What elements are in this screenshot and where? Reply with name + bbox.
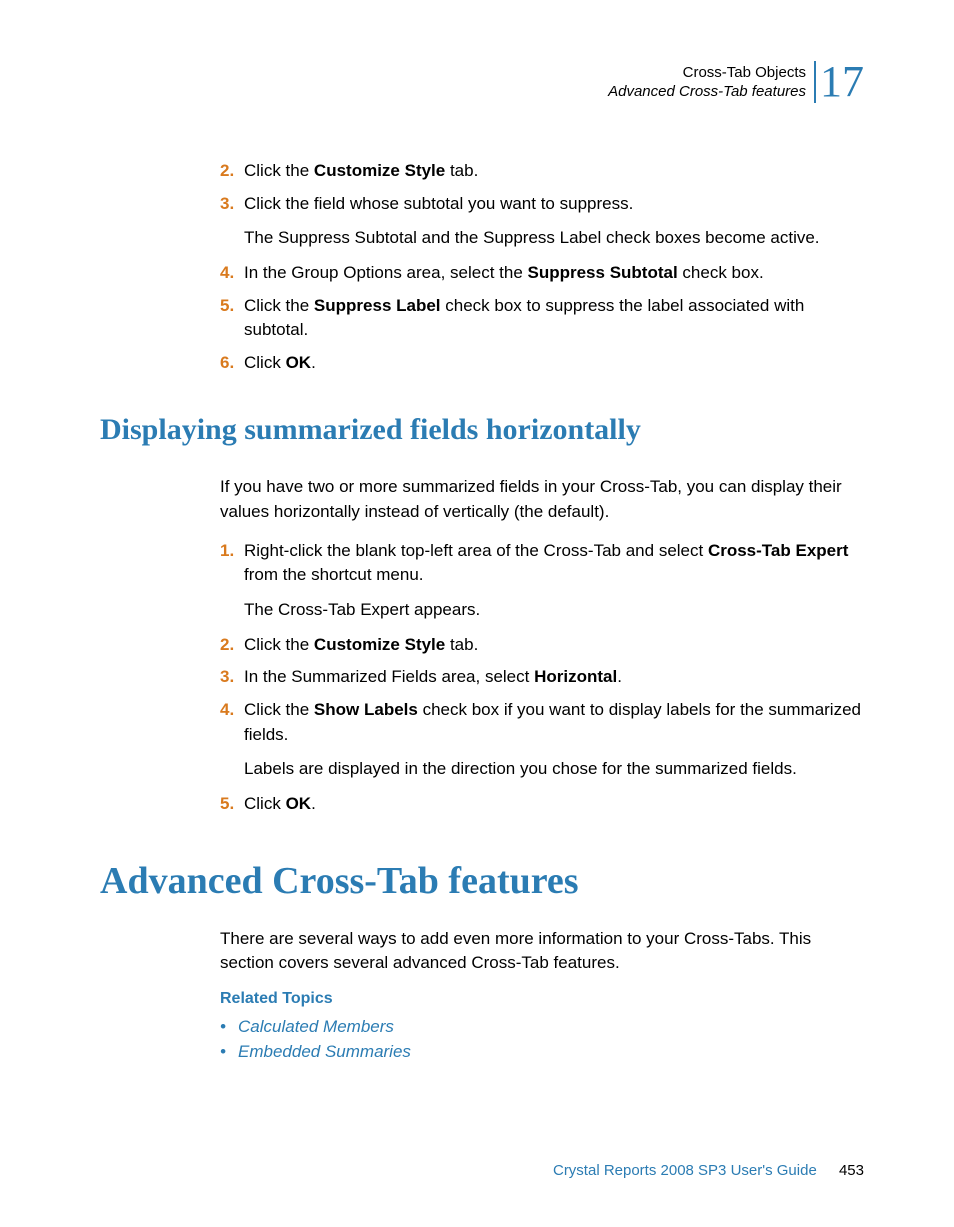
step-text: Click OK. (244, 351, 864, 376)
related-link-item: • Embedded Summaries (220, 1039, 864, 1065)
step-result: The Suppress Subtotal and the Suppress L… (244, 226, 864, 251)
related-link[interactable]: Embedded Summaries (238, 1039, 411, 1065)
step-result: Labels are displayed in the direction yo… (244, 757, 864, 782)
page-footer: Crystal Reports 2008 SP3 User's Guide 45… (553, 1162, 864, 1179)
step-item: 3. Click the field whose subtotal you wa… (220, 192, 864, 217)
step-text: In the Group Options area, select the Su… (244, 261, 864, 286)
footer-title: Crystal Reports 2008 SP3 User's Guide (553, 1162, 817, 1179)
step-text: Click the Customize Style tab. (244, 159, 864, 184)
intro-paragraph: There are several ways to add even more … (220, 927, 864, 976)
step-number: 4. (220, 698, 244, 747)
step-result: The Cross-Tab Expert appears. (244, 598, 864, 623)
section-1-steps: 2. Click the Customize Style tab. 3. Cli… (100, 159, 864, 375)
section-heading-h1: Advanced Cross-Tab features (100, 859, 864, 903)
step-number: 3. (220, 665, 244, 690)
step-item: 4. In the Group Options area, select the… (220, 261, 864, 286)
step-text: Click the Customize Style tab. (244, 633, 864, 658)
step-item: 6. Click OK. (220, 351, 864, 376)
step-item: 2. Click the Customize Style tab. (220, 159, 864, 184)
step-number: 3. (220, 192, 244, 217)
header-subtitle: Advanced Cross-Tab features (608, 82, 806, 102)
step-text: In the Summarized Fields area, select Ho… (244, 665, 864, 690)
section-heading-h2: Displaying summarized fields horizontall… (100, 413, 864, 447)
header-divider (814, 61, 816, 103)
page-header: Cross-Tab Objects Advanced Cross-Tab fea… (100, 60, 864, 104)
step-item: 3. In the Summarized Fields area, select… (220, 665, 864, 690)
step-number: 1. (220, 539, 244, 588)
related-topics-heading: Related Topics (220, 990, 864, 1008)
step-item: 5. Click the Suppress Label check box to… (220, 294, 864, 343)
step-number: 5. (220, 294, 244, 343)
intro-paragraph: If you have two or more summarized field… (220, 475, 864, 524)
step-text: Click the Show Labels check box if you w… (244, 698, 864, 747)
section-2-body: If you have two or more summarized field… (100, 475, 864, 816)
step-text: Right-click the blank top-left area of t… (244, 539, 864, 588)
step-item: 4. Click the Show Labels check box if yo… (220, 698, 864, 747)
step-text: Click the Suppress Label check box to su… (244, 294, 864, 343)
bullet-icon: • (220, 1039, 238, 1065)
section-3-body: There are several ways to add even more … (100, 927, 864, 1065)
related-link[interactable]: Calculated Members (238, 1014, 394, 1040)
bullet-icon: • (220, 1014, 238, 1040)
step-item: 1. Right-click the blank top-left area o… (220, 539, 864, 588)
step-item: 5. Click OK. (220, 792, 864, 817)
step-number: 2. (220, 633, 244, 658)
header-title: Cross-Tab Objects (608, 63, 806, 83)
related-link-item: • Calculated Members (220, 1014, 864, 1040)
step-number: 4. (220, 261, 244, 286)
chapter-number: 17 (820, 60, 864, 104)
step-text: Click the field whose subtotal you want … (244, 192, 864, 217)
footer-page-number: 453 (839, 1162, 864, 1179)
step-number: 5. (220, 792, 244, 817)
step-number: 6. (220, 351, 244, 376)
related-links-list: • Calculated Members • Embedded Summarie… (220, 1014, 864, 1065)
step-number: 2. (220, 159, 244, 184)
step-item: 2. Click the Customize Style tab. (220, 633, 864, 658)
step-text: Click OK. (244, 792, 864, 817)
